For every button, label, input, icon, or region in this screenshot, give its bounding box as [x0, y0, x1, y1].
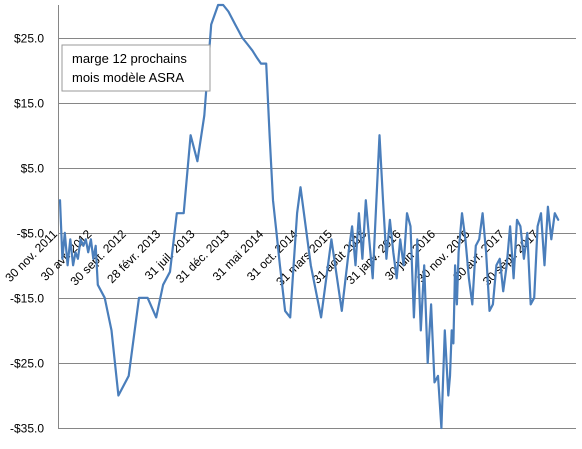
legend: marge 12 prochains mois modèle ASRA: [61, 44, 211, 92]
series-line: [58, 3, 560, 430]
legend-box: [61, 44, 211, 92]
series-layer: [58, 3, 560, 430]
y-tick-label: $15.0: [14, 97, 44, 111]
y-tick-label: -$15.0: [10, 292, 44, 306]
y-tick-label: -$5.0: [17, 227, 45, 241]
y-tick-label: $5.0: [21, 162, 45, 176]
legend-label-line-2: mois modèle ASRA: [72, 70, 184, 85]
y-tick-label: -$35.0: [10, 422, 44, 436]
y-tick-label: -$25.0: [10, 357, 44, 371]
y-axis-tick-labels: $25.0 $15.0 $5.0 -$5.0 -$15.0 -$25.0 -$35.0: [10, 32, 44, 436]
legend-label-line-1: marge 12 prochains: [72, 51, 187, 66]
y-tick-label: $25.0: [14, 32, 44, 46]
